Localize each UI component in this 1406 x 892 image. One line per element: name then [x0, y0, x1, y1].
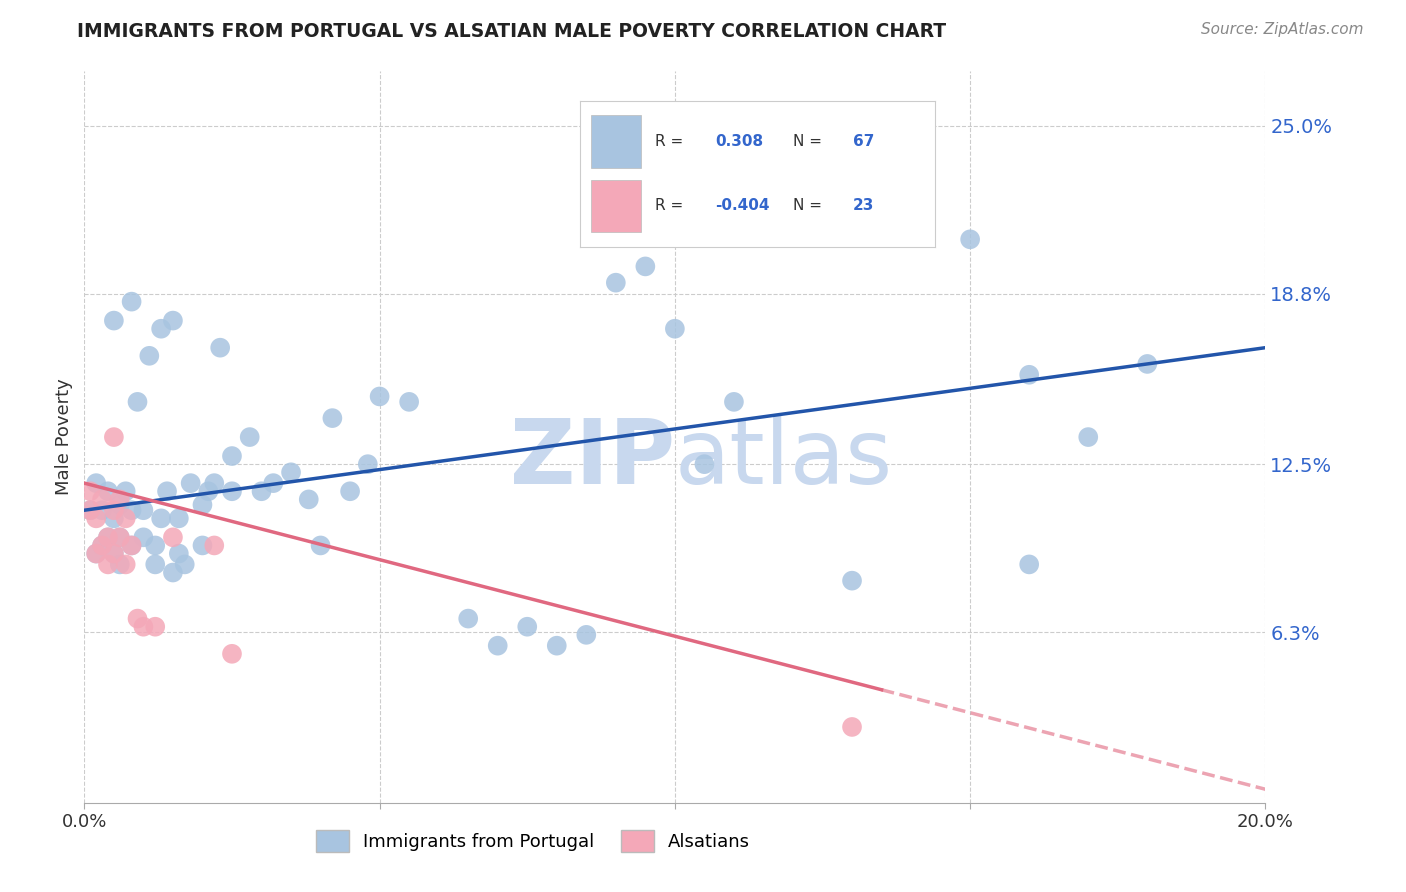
Point: [900, 159, 922, 173]
Point: [173, 558, 195, 572]
Point: [191, 498, 214, 512]
Point: [114, 511, 136, 525]
Point: [221, 449, 243, 463]
Point: [91, 538, 114, 552]
Point: [108, 558, 131, 572]
Point: [959, 232, 981, 246]
Point: [180, 476, 202, 491]
Point: [138, 349, 160, 363]
Point: [150, 322, 173, 336]
Point: [108, 498, 131, 512]
Point: [209, 341, 232, 355]
Text: atlas: atlas: [675, 415, 893, 503]
Point: [103, 547, 125, 561]
Point: [298, 492, 321, 507]
Point: [262, 476, 284, 491]
Point: [546, 639, 568, 653]
Point: [97, 530, 120, 544]
Point: [97, 558, 120, 572]
Point: [121, 503, 143, 517]
Point: [202, 538, 225, 552]
Text: Source: ZipAtlas.com: Source: ZipAtlas.com: [1201, 22, 1364, 37]
Point: [103, 511, 125, 525]
Point: [121, 538, 143, 552]
Point: [368, 389, 391, 403]
Point: [84, 547, 107, 561]
Point: [108, 492, 131, 507]
Point: [156, 484, 179, 499]
Point: [103, 430, 125, 444]
Point: [79, 503, 101, 517]
Point: [162, 566, 184, 580]
Point: [91, 492, 114, 507]
Point: [108, 530, 131, 544]
Text: ZIP: ZIP: [510, 415, 675, 503]
Point: [121, 294, 143, 309]
Point: [143, 620, 166, 634]
Point: [723, 395, 745, 409]
Point: [150, 511, 173, 525]
Point: [202, 476, 225, 491]
Point: [143, 538, 166, 552]
Point: [167, 547, 190, 561]
Point: [108, 530, 131, 544]
Point: [132, 620, 155, 634]
Point: [162, 313, 184, 327]
Legend: Immigrants from Portugal, Alsatians: Immigrants from Portugal, Alsatians: [309, 823, 758, 860]
Point: [309, 538, 332, 552]
Point: [516, 620, 538, 634]
Point: [841, 574, 863, 588]
Point: [357, 457, 380, 471]
Point: [321, 411, 343, 425]
Point: [97, 530, 120, 544]
Point: [486, 639, 509, 653]
Point: [103, 547, 125, 561]
Point: [91, 538, 114, 552]
Point: [167, 511, 190, 525]
Point: [1136, 357, 1159, 371]
Text: IMMIGRANTS FROM PORTUGAL VS ALSATIAN MALE POVERTY CORRELATION CHART: IMMIGRANTS FROM PORTUGAL VS ALSATIAN MAL…: [77, 22, 946, 41]
Point: [103, 503, 125, 517]
Point: [79, 503, 101, 517]
Point: [605, 276, 627, 290]
Point: [339, 484, 361, 499]
Point: [693, 457, 716, 471]
Point: [84, 511, 107, 525]
Point: [114, 484, 136, 499]
Point: [84, 547, 107, 561]
Point: [575, 628, 598, 642]
Point: [114, 558, 136, 572]
Point: [91, 503, 114, 517]
Point: [97, 484, 120, 499]
Point: [239, 430, 262, 444]
Point: [398, 395, 420, 409]
Point: [127, 395, 149, 409]
Point: [250, 484, 273, 499]
Point: [132, 503, 155, 517]
Point: [1018, 558, 1040, 572]
Point: [103, 313, 125, 327]
Point: [280, 465, 302, 479]
Point: [132, 530, 155, 544]
Y-axis label: Male Poverty: Male Poverty: [55, 379, 73, 495]
Point: [127, 611, 149, 625]
Point: [634, 260, 657, 274]
Point: [221, 484, 243, 499]
Point: [121, 538, 143, 552]
Point: [1077, 430, 1099, 444]
Point: [221, 647, 243, 661]
Point: [1018, 368, 1040, 382]
Point: [79, 484, 101, 499]
Point: [191, 538, 214, 552]
Point: [841, 720, 863, 734]
Point: [143, 558, 166, 572]
Point: [457, 611, 479, 625]
Point: [84, 476, 107, 491]
Point: [162, 530, 184, 544]
Point: [197, 484, 219, 499]
Point: [664, 322, 686, 336]
